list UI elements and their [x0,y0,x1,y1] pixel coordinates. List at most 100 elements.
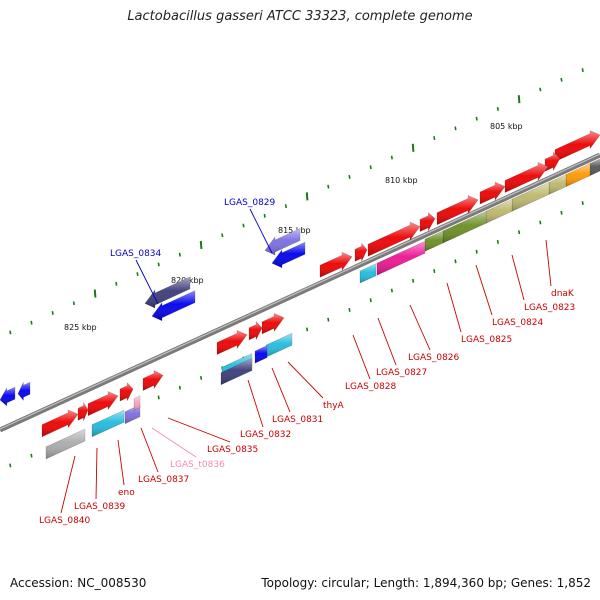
ruler-tick [306,327,309,332]
ruler-tick [305,192,309,201]
accession-text: Accession: NC_008530 [10,576,147,590]
gene-label-LGAS_0828[interactable]: LGAS_0828 [345,382,397,392]
gene-arrow-shading [266,333,292,358]
label-leader-line [545,239,552,287]
ruler-tick [433,269,436,274]
label-leader-line [446,282,462,333]
label-leader-line [377,317,397,366]
ruler-tick [560,210,563,215]
ruler-tick [242,223,245,228]
gene-label-LGAS_0834[interactable]: LGAS_0834 [110,249,162,259]
gene-label-LGAS_0829[interactable]: LGAS_0829 [224,198,276,208]
gene-arrow-shading [221,358,252,385]
gene-arrow-shading [265,228,300,255]
gene-label-LGAS_0827[interactable]: LGAS_0827 [376,368,427,378]
gene-arrow-shading [355,243,367,262]
label-leader-line [409,304,431,351]
gene-arrow-shading [360,263,376,283]
gene-arrow-shading [377,241,425,276]
ruler-tick [30,320,33,325]
ruler-label-805: 805 kbp [490,122,523,131]
ruler-tick [518,230,521,235]
ruler-label-810: 810 kbp [385,176,418,185]
label-leader-line [167,417,231,443]
gene-arrow-shading [443,211,486,243]
gene-label-LGAS_0823[interactable]: LGAS_0823 [524,303,575,313]
label-leader-line [511,254,525,301]
gene-arrow-shading [217,330,247,355]
genome-backbone-highlight [0,153,600,430]
gene-arrow-shading [262,313,284,334]
gene-label-LGAS_0825[interactable]: LGAS_0825 [461,335,512,345]
label-leader-line [247,379,264,428]
gene-arrow-shading [120,382,133,401]
gene-label-LGAS_0835[interactable]: LGAS_0835 [207,445,258,455]
gene-label-LGAS_0831[interactable]: LGAS_0831 [272,415,323,425]
ruler-tick [369,298,372,303]
gene-arrow-shading [555,130,600,162]
ruler-tick [581,68,584,72]
ruler-tick [136,272,139,277]
gene-label-LGAS_0826[interactable]: LGAS_0826 [408,353,460,363]
gene-arrow-shading [249,321,262,340]
ruler-tick [390,155,393,160]
label-leader-line [140,427,159,473]
gene-arrow-shading [143,370,163,391]
gene-arrow-shading [46,429,85,459]
gene-label-LGAS_0840[interactable]: LGAS_0840 [39,516,91,526]
ruler-tick [93,289,97,298]
gene-arrow-shading [505,162,548,193]
gene-label-thyA[interactable]: thyA [323,401,345,411]
ruler-tick [221,233,224,238]
ruler-tick [475,116,478,121]
ruler-tick [496,240,499,244]
ruler-tick [178,385,181,390]
gene-label-LGAS_t0836[interactable]: LGAS_t0836 [170,460,225,470]
ruler-tick [284,204,287,209]
gene-arrow-shading [512,182,549,212]
ruler-tick [411,143,415,152]
gene-features [0,130,600,460]
gene-arrow-shading [480,182,505,204]
gene-arrow-shading [320,252,352,278]
gene-label-LGAS_0832[interactable]: LGAS_0832 [240,430,291,440]
gene-label-LGAS_0837[interactable]: LGAS_0837 [138,475,189,485]
ruler-tick [539,220,542,225]
gene-label-LGAS_0839[interactable]: LGAS_0839 [74,502,126,512]
ruler-tick [412,278,415,283]
ruler-tick [475,249,478,254]
gene-label-eno[interactable]: eno [118,488,135,498]
label-leader-line [117,439,125,486]
ruler-tick [454,126,457,131]
ruler-tick [348,308,351,312]
gene-arrow-shading [368,222,420,257]
gene-arrow-shading [152,290,195,321]
ruler-tick [581,201,584,205]
ruler-ticks-bottom [9,201,584,468]
ruler-tick [433,136,436,141]
gene-arrow-shading [420,212,435,232]
ruler-tick [496,107,499,111]
gene-label-LGAS_0824[interactable]: LGAS_0824 [492,318,544,328]
ruler-tick [9,463,12,468]
label-leader-line [475,264,493,316]
ruler-tick [327,184,330,189]
label-leader-line [151,427,197,458]
gene-arrow-shading [486,199,512,224]
ruler-tick [517,95,521,104]
gene-arrow-shading [588,159,600,177]
ruler-tick [157,262,160,267]
ruler-tick [369,165,372,170]
label-leader-line [352,334,371,380]
ruler-tick [327,317,330,322]
ruler-tick [200,376,203,380]
gene-label-dnaK[interactable]: dnaK [551,289,575,299]
gene-arrow-shading [437,195,478,225]
ruler-tick [539,87,542,92]
label-leader-lines [60,208,552,514]
label-leader-line [135,259,159,305]
gene-arrow-shading [92,410,124,437]
gene-arrow-shading [42,409,78,437]
